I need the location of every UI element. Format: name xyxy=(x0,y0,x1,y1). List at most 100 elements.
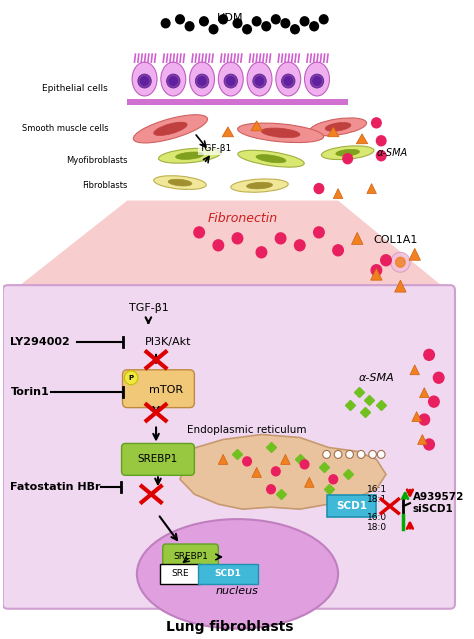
Text: Torin1: Torin1 xyxy=(10,387,49,397)
Ellipse shape xyxy=(256,155,286,163)
Circle shape xyxy=(424,439,434,450)
Text: SREBP1: SREBP1 xyxy=(138,454,178,465)
Polygon shape xyxy=(418,435,427,445)
Text: 16:0: 16:0 xyxy=(367,512,387,521)
Ellipse shape xyxy=(195,74,209,88)
Text: α-SMA: α-SMA xyxy=(358,373,394,383)
Circle shape xyxy=(140,76,149,86)
Circle shape xyxy=(346,450,354,458)
Text: 18:0: 18:0 xyxy=(367,523,387,532)
Ellipse shape xyxy=(305,62,329,96)
Ellipse shape xyxy=(310,74,324,88)
Circle shape xyxy=(176,15,184,24)
Text: Epithelial cells: Epithelial cells xyxy=(42,84,108,93)
Circle shape xyxy=(310,22,319,31)
Circle shape xyxy=(419,414,429,425)
Polygon shape xyxy=(419,388,429,397)
FancyBboxPatch shape xyxy=(160,564,200,584)
Text: 16:1: 16:1 xyxy=(367,485,387,494)
Polygon shape xyxy=(305,477,314,488)
FancyBboxPatch shape xyxy=(163,544,219,570)
Circle shape xyxy=(300,17,309,26)
FancyBboxPatch shape xyxy=(3,285,455,609)
Text: siSCD1: siSCD1 xyxy=(413,504,454,514)
Polygon shape xyxy=(252,467,262,477)
Circle shape xyxy=(376,136,386,146)
Ellipse shape xyxy=(253,74,266,88)
Polygon shape xyxy=(333,189,343,199)
Polygon shape xyxy=(328,127,339,137)
Ellipse shape xyxy=(310,118,366,135)
Ellipse shape xyxy=(247,62,272,96)
FancyBboxPatch shape xyxy=(3,1,457,638)
Polygon shape xyxy=(222,127,234,137)
Ellipse shape xyxy=(176,152,203,159)
Circle shape xyxy=(283,76,293,86)
Circle shape xyxy=(281,19,290,27)
Circle shape xyxy=(334,450,342,458)
Polygon shape xyxy=(409,249,420,260)
Circle shape xyxy=(357,450,365,458)
Ellipse shape xyxy=(168,179,192,186)
Circle shape xyxy=(433,373,444,383)
Circle shape xyxy=(376,151,386,160)
Ellipse shape xyxy=(132,62,157,96)
Text: SREBP1: SREBP1 xyxy=(173,553,208,562)
Circle shape xyxy=(256,247,267,258)
Ellipse shape xyxy=(154,176,206,190)
Ellipse shape xyxy=(219,62,243,96)
Circle shape xyxy=(272,15,280,24)
Ellipse shape xyxy=(154,122,187,135)
Polygon shape xyxy=(367,183,376,194)
Polygon shape xyxy=(180,435,386,509)
Circle shape xyxy=(197,76,207,86)
Ellipse shape xyxy=(237,123,324,142)
Circle shape xyxy=(381,255,391,266)
Circle shape xyxy=(200,17,208,26)
Ellipse shape xyxy=(325,123,351,131)
Circle shape xyxy=(243,457,251,466)
Ellipse shape xyxy=(246,182,273,189)
Text: TGF-β1: TGF-β1 xyxy=(200,144,232,153)
Polygon shape xyxy=(219,454,228,465)
Circle shape xyxy=(232,233,243,244)
Text: LY294002: LY294002 xyxy=(10,337,70,347)
Circle shape xyxy=(329,475,337,484)
Text: SCD1: SCD1 xyxy=(214,569,241,578)
Text: Lung fibroblasts: Lung fibroblasts xyxy=(166,620,293,634)
Ellipse shape xyxy=(231,179,288,192)
FancyBboxPatch shape xyxy=(327,495,376,517)
Circle shape xyxy=(226,76,236,86)
Circle shape xyxy=(319,15,328,24)
Circle shape xyxy=(185,22,194,31)
Text: A939572: A939572 xyxy=(413,492,464,502)
Circle shape xyxy=(314,227,324,238)
Polygon shape xyxy=(8,201,453,295)
FancyBboxPatch shape xyxy=(128,99,347,105)
Polygon shape xyxy=(281,454,290,465)
Polygon shape xyxy=(412,412,421,422)
Text: PI3K/Akt: PI3K/Akt xyxy=(145,337,191,347)
Polygon shape xyxy=(251,121,263,131)
Text: SCD1: SCD1 xyxy=(336,501,367,511)
Text: mTOR: mTOR xyxy=(148,385,182,395)
Text: Fatostatin HBr: Fatostatin HBr xyxy=(10,482,101,492)
Ellipse shape xyxy=(190,62,215,96)
Ellipse shape xyxy=(166,74,180,88)
Circle shape xyxy=(323,450,330,458)
Circle shape xyxy=(209,25,218,34)
Circle shape xyxy=(371,265,382,275)
Circle shape xyxy=(294,240,305,250)
Circle shape xyxy=(125,371,138,385)
Circle shape xyxy=(169,76,178,86)
Text: Fibronectin: Fibronectin xyxy=(207,212,277,225)
Ellipse shape xyxy=(137,519,338,629)
Circle shape xyxy=(369,450,376,458)
Polygon shape xyxy=(410,365,419,374)
FancyBboxPatch shape xyxy=(198,564,257,584)
Text: Endoplasmic reticulum: Endoplasmic reticulum xyxy=(187,424,307,435)
Circle shape xyxy=(424,350,434,360)
Circle shape xyxy=(233,19,242,27)
Ellipse shape xyxy=(224,74,237,88)
Ellipse shape xyxy=(336,150,359,156)
